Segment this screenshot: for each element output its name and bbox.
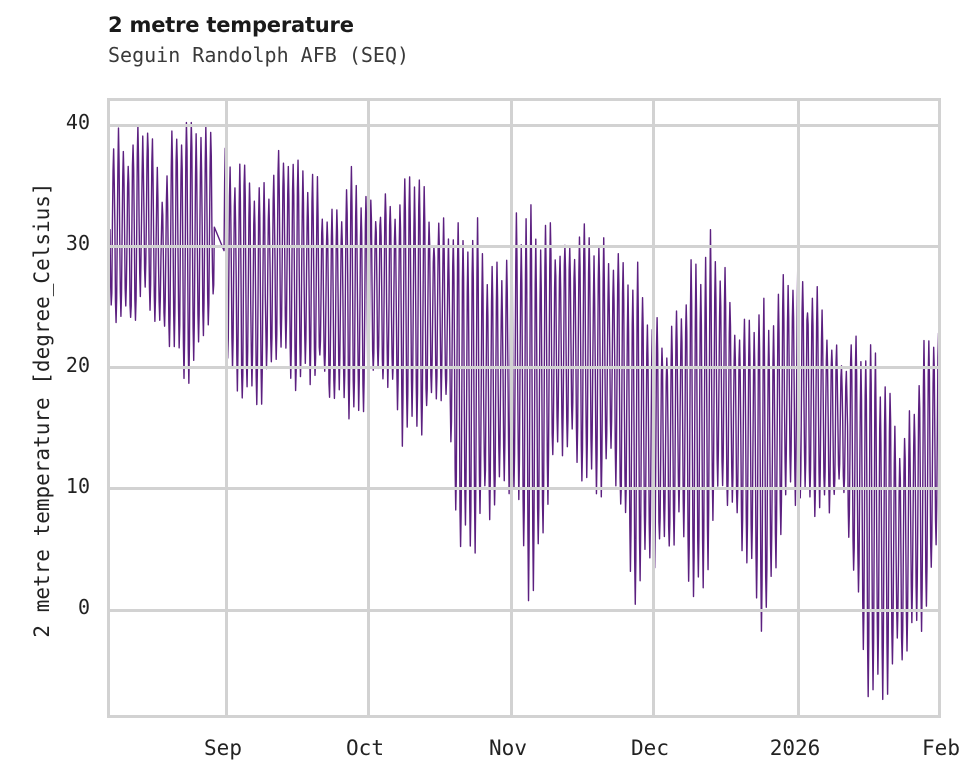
plot-area[interactable] bbox=[107, 98, 941, 718]
gridline-horizontal bbox=[110, 608, 938, 612]
page-title: 2 metre temperature bbox=[108, 13, 354, 37]
x-tick-label-nov: Nov bbox=[489, 736, 527, 760]
series-line-2m-temperature bbox=[110, 121, 938, 701]
gridline-horizontal bbox=[110, 366, 938, 369]
gridline-vertical bbox=[366, 101, 370, 715]
y-axis-ticks: 40 30 20 10 0 bbox=[34, 0, 90, 782]
gridline-vertical bbox=[224, 101, 228, 715]
gridline-horizontal bbox=[110, 244, 938, 248]
gridline-vertical bbox=[509, 101, 513, 715]
plot-inner bbox=[110, 101, 938, 715]
y-tick-label-0: 0 bbox=[77, 595, 90, 619]
x-tick-label-2026: 2026 bbox=[769, 736, 821, 760]
y-tick-label-20: 20 bbox=[65, 352, 90, 377]
x-tick-label-dec: Dec bbox=[631, 736, 669, 760]
chart-subtitle: Seguin Randolph AFB (SEQ) bbox=[108, 43, 410, 67]
x-tick-label-sep: Sep bbox=[204, 736, 242, 760]
title-block: 2 metre temperature Seguin Randolph AFB … bbox=[108, 12, 908, 68]
y-tick-label-30: 30 bbox=[65, 231, 90, 256]
x-tick-label-feb: Feb bbox=[922, 736, 960, 760]
y-tick-label-10: 10 bbox=[65, 473, 90, 498]
gridline-vertical bbox=[651, 101, 655, 715]
gridline-horizontal bbox=[110, 123, 938, 127]
y-tick-label-40: 40 bbox=[65, 110, 90, 134]
y-axis-label: 2 metre temperature [degree_Celsius] bbox=[30, 182, 54, 638]
gridline-horizontal bbox=[110, 487, 938, 491]
gridline-vertical bbox=[796, 101, 800, 715]
temperature-series bbox=[110, 121, 938, 701]
x-tick-label-oct: Oct bbox=[346, 736, 384, 760]
